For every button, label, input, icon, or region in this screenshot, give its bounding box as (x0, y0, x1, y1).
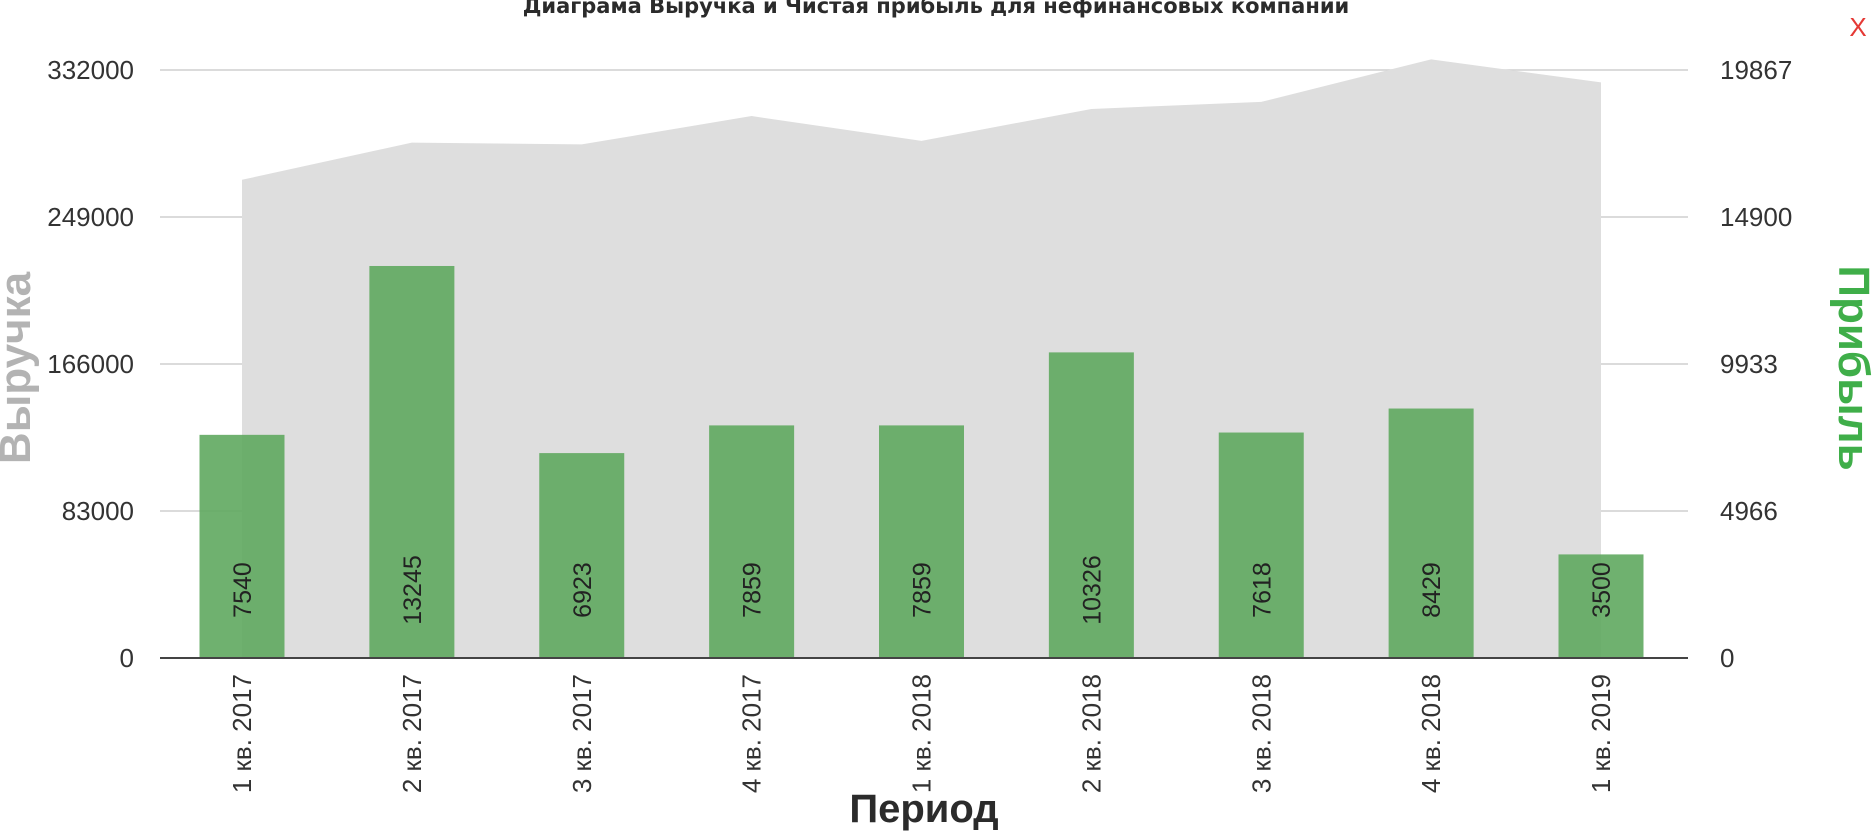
profit-bar (879, 425, 964, 658)
right-axis-tick-label: 9933 (1720, 349, 1778, 379)
bar-data-label: 13245 (399, 555, 427, 625)
x-axis-tick-label: 1 кв. 2019 (1586, 674, 1616, 793)
y-axis-label-left: Выручка (0, 271, 40, 464)
left-axis-tick-label: 166000 (47, 349, 134, 379)
left-axis-tick-label: 332000 (47, 55, 134, 85)
right-axis-tick-label: 4966 (1720, 496, 1778, 526)
x-axis-tick-label: 4 кв. 2018 (1416, 674, 1446, 793)
profit-bar (1558, 554, 1644, 658)
bar-data-label: 7859 (909, 562, 937, 618)
close-button[interactable]: X (1849, 12, 1867, 42)
bar-data-label: 3500 (1588, 562, 1616, 618)
bar-data-label: 7859 (739, 562, 767, 618)
left-axis-tick-label: 249000 (47, 202, 134, 232)
bar-data-label: 7540 (229, 562, 257, 618)
left-axis-tick-label: 83000 (62, 496, 134, 526)
left-axis-tick-label: 0 (120, 643, 134, 673)
x-axis-tick-label: 2 кв. 2018 (1076, 674, 1106, 793)
right-axis-tick-label: 19867 (1720, 55, 1792, 85)
bar-data-label: 7618 (1248, 562, 1276, 618)
x-axis-label: Период (849, 787, 998, 831)
profit-bar-series (199, 265, 1644, 658)
x-axis-ticks: 1 кв. 2017 2 кв. 2017 3 кв. 2017 4 кв. 2017… (227, 674, 1616, 793)
profit-bar (539, 453, 625, 658)
x-axis-tick-label: 3 кв. 2017 (567, 674, 597, 793)
profit-bar (199, 434, 285, 658)
y-axis-label-right: Прибыль (1829, 265, 1872, 470)
bar-data-label: 8429 (1418, 562, 1446, 618)
right-axis-tick-label: 14900 (1720, 202, 1792, 232)
x-axis-tick-label: 4 кв. 2017 (737, 674, 767, 793)
profit-bar (1218, 432, 1304, 658)
x-axis-tick-label: 2 кв. 2017 (397, 674, 427, 793)
left-axis-ticks: 0 83000 166000 249000 332000 (47, 55, 134, 673)
chart-title: Диаграма Выручка и Чистая прибыль для не… (522, 0, 1350, 18)
profit-bar (1388, 408, 1474, 658)
right-axis-ticks: 0 4966 9933 14900 19867 (1720, 55, 1792, 673)
bar-data-labels: 7540 13245 6923 7859 7859 10326 7618 8429 3500 (229, 555, 1616, 625)
x-axis-tick-label: 1 кв. 2017 (227, 674, 257, 793)
x-axis-tick-label: 1 кв. 2018 (907, 674, 937, 793)
bar-data-label: 6923 (569, 562, 597, 618)
profit-bar (709, 425, 795, 658)
profit-bar (369, 265, 455, 658)
bar-data-label: 10326 (1078, 555, 1106, 625)
profit-bar (1048, 352, 1134, 658)
right-axis-tick-label: 0 (1720, 643, 1734, 673)
x-axis-tick-label: 3 кв. 2018 (1246, 674, 1276, 793)
